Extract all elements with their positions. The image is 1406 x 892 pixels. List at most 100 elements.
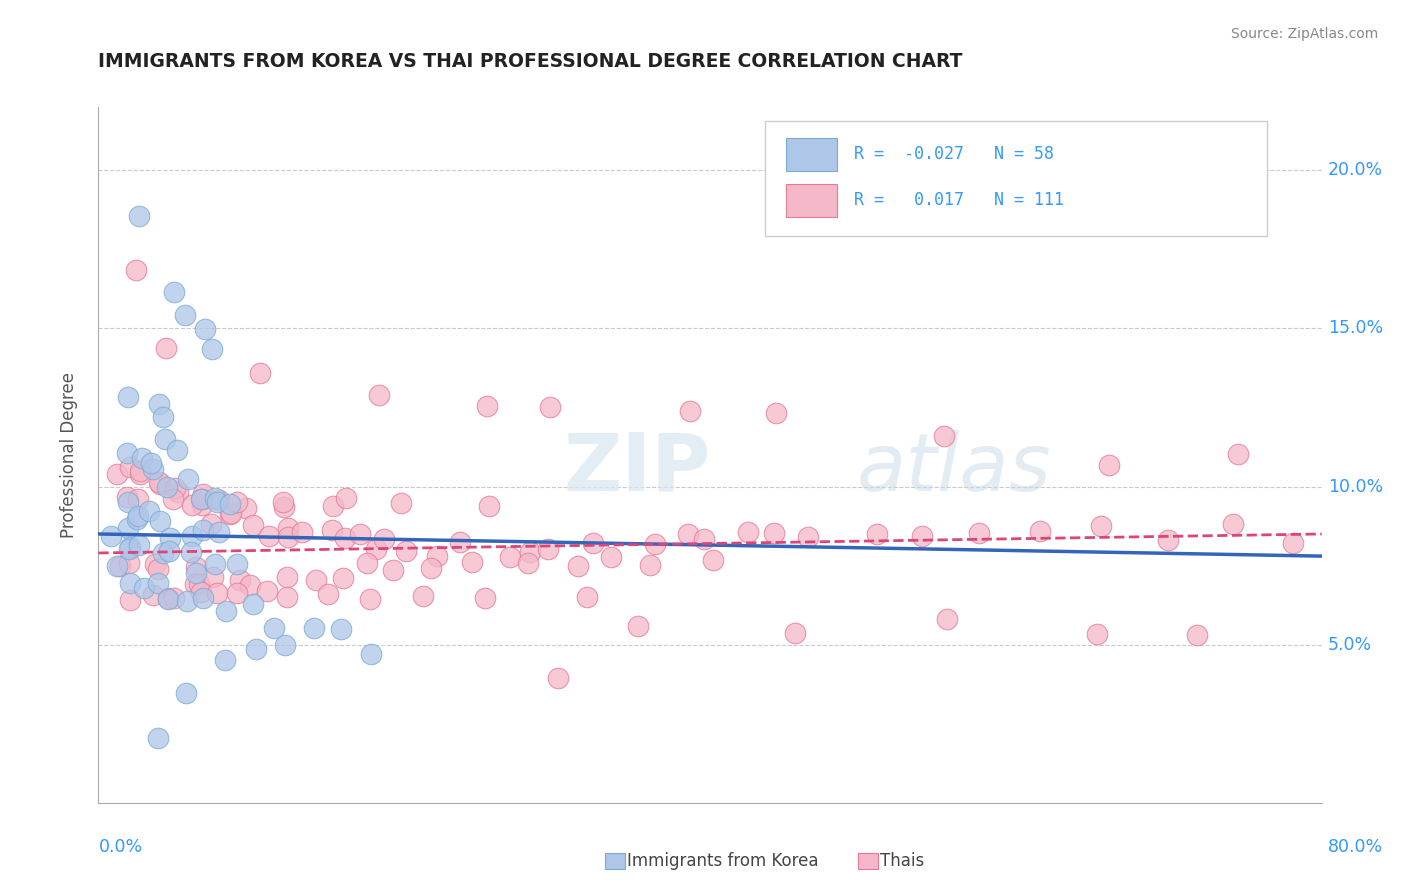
Point <box>277 530 299 544</box>
Point <box>389 496 412 510</box>
Point <box>221 506 243 520</box>
Point <box>412 589 434 603</box>
Text: 5.0%: 5.0% <box>1327 636 1372 654</box>
Point <box>131 450 153 465</box>
Point <box>167 485 190 500</box>
Point <box>128 209 150 223</box>
Point <box>273 500 295 514</box>
Point <box>152 409 174 424</box>
Point <box>205 495 228 509</box>
Point <box>242 597 264 611</box>
Point <box>426 549 449 563</box>
Point <box>125 512 148 526</box>
Point <box>249 366 271 380</box>
Point <box>180 544 202 558</box>
Point <box>305 573 328 587</box>
Point <box>356 556 378 570</box>
Point <box>117 520 139 534</box>
Point <box>517 556 540 570</box>
Point <box>149 514 172 528</box>
Point <box>159 531 181 545</box>
Point <box>174 308 197 322</box>
Text: ZIP: ZIP <box>564 430 710 508</box>
Point <box>765 406 787 420</box>
Point <box>785 625 807 640</box>
Point <box>148 396 170 410</box>
Point <box>1226 447 1249 461</box>
Point <box>373 532 395 546</box>
FancyBboxPatch shape <box>765 121 1267 235</box>
Point <box>225 495 247 509</box>
Point <box>176 594 198 608</box>
Point <box>129 467 152 482</box>
Point <box>153 433 176 447</box>
Point <box>190 492 212 507</box>
Point <box>152 546 174 560</box>
Y-axis label: Professional Degree: Professional Degree <box>59 372 77 538</box>
Point <box>138 504 160 518</box>
Point <box>638 558 661 572</box>
Point <box>163 591 186 606</box>
Point <box>155 341 177 355</box>
Point <box>218 497 240 511</box>
Text: Source: ZipAtlas.com: Source: ZipAtlas.com <box>1230 27 1378 41</box>
Point <box>932 429 955 443</box>
Point <box>187 577 209 591</box>
Point <box>547 671 569 685</box>
Point <box>100 529 122 543</box>
Point <box>186 566 208 580</box>
Point <box>276 590 298 604</box>
Bar <box>786 137 837 171</box>
Point <box>118 575 141 590</box>
Point <box>582 536 605 550</box>
Text: 0.0%: 0.0% <box>98 838 142 855</box>
Point <box>127 491 149 506</box>
Point <box>644 537 666 551</box>
Point <box>115 490 138 504</box>
Point <box>257 529 280 543</box>
Point <box>911 529 934 543</box>
Point <box>191 498 214 512</box>
Point <box>1282 536 1305 550</box>
Point <box>291 524 314 539</box>
Point <box>191 487 214 501</box>
Point <box>478 500 501 514</box>
Point <box>1157 533 1180 547</box>
Point <box>1222 516 1244 531</box>
Point <box>1185 627 1208 641</box>
Point <box>190 491 212 506</box>
Point <box>368 388 391 402</box>
Point <box>475 400 498 414</box>
Text: Thais: Thais <box>880 852 925 870</box>
Point <box>191 523 214 537</box>
Point <box>461 555 484 569</box>
Point <box>176 686 198 700</box>
Text: R =   0.017   N = 111: R = 0.017 N = 111 <box>855 191 1064 210</box>
Point <box>129 464 152 478</box>
Point <box>200 517 222 532</box>
Text: 15.0%: 15.0% <box>1327 319 1384 337</box>
Point <box>115 446 138 460</box>
Point <box>166 443 188 458</box>
Point <box>127 509 149 524</box>
Point <box>245 641 267 656</box>
Point <box>117 495 139 509</box>
Point <box>359 591 381 606</box>
Point <box>335 532 357 546</box>
Point <box>194 322 217 336</box>
Point <box>105 467 128 481</box>
Point <box>142 588 165 602</box>
Point <box>519 545 541 559</box>
Point <box>146 731 169 745</box>
Point <box>162 492 184 507</box>
Point <box>330 622 353 636</box>
Point <box>242 518 264 533</box>
Point <box>105 558 128 573</box>
Point <box>1028 524 1050 538</box>
Point <box>322 499 344 513</box>
Text: Immigrants from Korea: Immigrants from Korea <box>627 852 818 870</box>
Point <box>302 621 325 635</box>
Point <box>165 481 187 495</box>
Point <box>146 561 169 575</box>
Point <box>184 576 207 591</box>
